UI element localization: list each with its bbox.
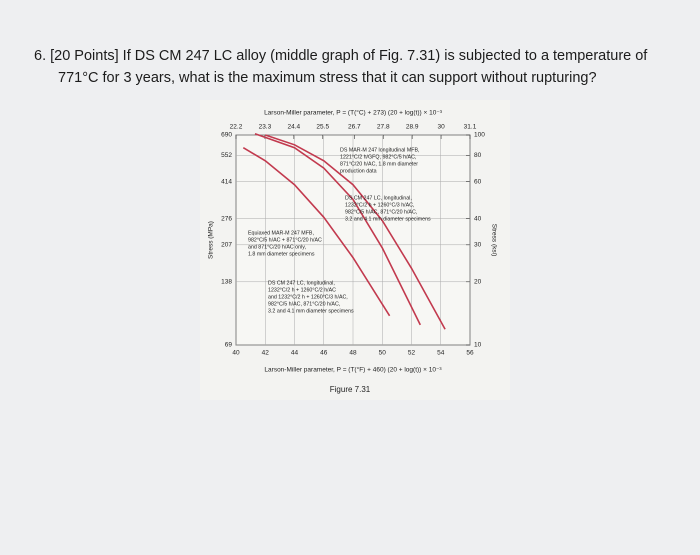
annotation: 982°C/5 h/AC + 871°C/20 h/AC xyxy=(248,237,322,243)
curve xyxy=(254,132,422,326)
curve xyxy=(242,147,391,317)
x2-tick-label: 22.2 xyxy=(230,124,243,131)
y2-axis-title: Stress (ksi) xyxy=(490,224,497,257)
annotation: 1232°C/2 h + 1260°C/2 h/AC xyxy=(268,287,336,293)
y2-tick-label: 20 xyxy=(474,279,482,286)
y-tick-label: 207 xyxy=(221,242,232,249)
x2-tick-label: 26.7 xyxy=(348,124,361,131)
y2-tick-label: 100 xyxy=(474,132,485,139)
y-tick-label: 690 xyxy=(221,132,232,139)
y2-tick-label: 30 xyxy=(474,242,482,249)
y-tick-label: 69 xyxy=(225,342,233,349)
annotation: 982°C/5 h/AC, 871°C/20 h/AC, xyxy=(345,209,417,215)
x2-tick-label: 23.3 xyxy=(259,124,272,131)
annotation: 871°C/20 h/AC, 1.8 mm diameter xyxy=(340,161,418,167)
y-tick-label: 414 xyxy=(221,178,232,185)
x-tick-label: 50 xyxy=(379,350,387,357)
figure-caption: Figure 7.31 xyxy=(330,385,371,394)
x-tick-label: 52 xyxy=(408,350,416,357)
y-axis-title: Stress (MPa) xyxy=(208,221,215,259)
y2-tick-label: 80 xyxy=(474,152,482,159)
x-tick-label: 40 xyxy=(232,350,240,357)
annotation: 982°C/5 h/AC, 871°C/20 h/AC, xyxy=(268,301,340,307)
annotation: DS CM 247 LC, longitudinal, xyxy=(345,195,412,201)
annotation: 1221°C/2 h/GFQ, 982°C/5 h/AC, xyxy=(340,154,416,160)
curve xyxy=(265,134,446,330)
x2-tick-label: 28.9 xyxy=(406,124,419,131)
x-tick-label: 56 xyxy=(466,350,474,357)
x2-tick-label: 30 xyxy=(437,124,445,131)
x-tick-label: 42 xyxy=(262,350,270,357)
annotation: DS CM 247 LC, longitudinal, xyxy=(268,280,335,286)
y-tick-label: 138 xyxy=(221,279,232,286)
x2-tick-label: 27.8 xyxy=(377,124,390,131)
x2-tick-label: 25.5 xyxy=(316,124,329,131)
annotation: 1232°C/2 h + 1260°C/3 h/AC, xyxy=(345,202,414,208)
annotation: and 1232°C/2 h + 1260°C/3 h/AC, xyxy=(268,294,348,300)
annotation: DS MAR-M 247 longitudinal MFB, xyxy=(340,147,419,153)
y-tick-label: 276 xyxy=(221,215,232,222)
x2-tick-label: 24.4 xyxy=(288,124,301,131)
annotation: production data xyxy=(340,168,377,174)
annotation: 1.8 mm diameter specimens xyxy=(248,251,315,257)
y2-tick-label: 10 xyxy=(474,342,482,349)
x2-tick-label: 31.1 xyxy=(464,124,477,131)
question-line: 771°C for 3 years, what is the maximum s… xyxy=(58,70,597,86)
x-tick-label: 44 xyxy=(291,350,299,357)
y-tick-label: 552 xyxy=(221,152,232,159)
annotation: Equiaxed MAR-M 247 MFB, xyxy=(248,230,314,236)
x-tick-label: 54 xyxy=(437,350,445,357)
annotation: and 871°C/20 h/AC only, xyxy=(248,244,306,250)
x-tick-label: 46 xyxy=(320,350,328,357)
top-axis-title: Larson-Miller parameter, P = (T(°C) + 27… xyxy=(264,109,443,117)
question-line: 6. [20 Points] If DS CM 247 LC alloy (mi… xyxy=(34,48,648,64)
annotation: 3.2 and 4.1 mm diameter specimens xyxy=(345,216,431,222)
x-axis-title: Larson-Miller parameter, P = (T(°F) + 46… xyxy=(264,366,442,374)
y2-tick-label: 40 xyxy=(474,215,482,222)
y2-tick-label: 60 xyxy=(474,178,482,185)
annotation: 3.2 and 4.1 mm diameter specimens xyxy=(268,308,354,314)
x-tick-label: 48 xyxy=(349,350,357,357)
